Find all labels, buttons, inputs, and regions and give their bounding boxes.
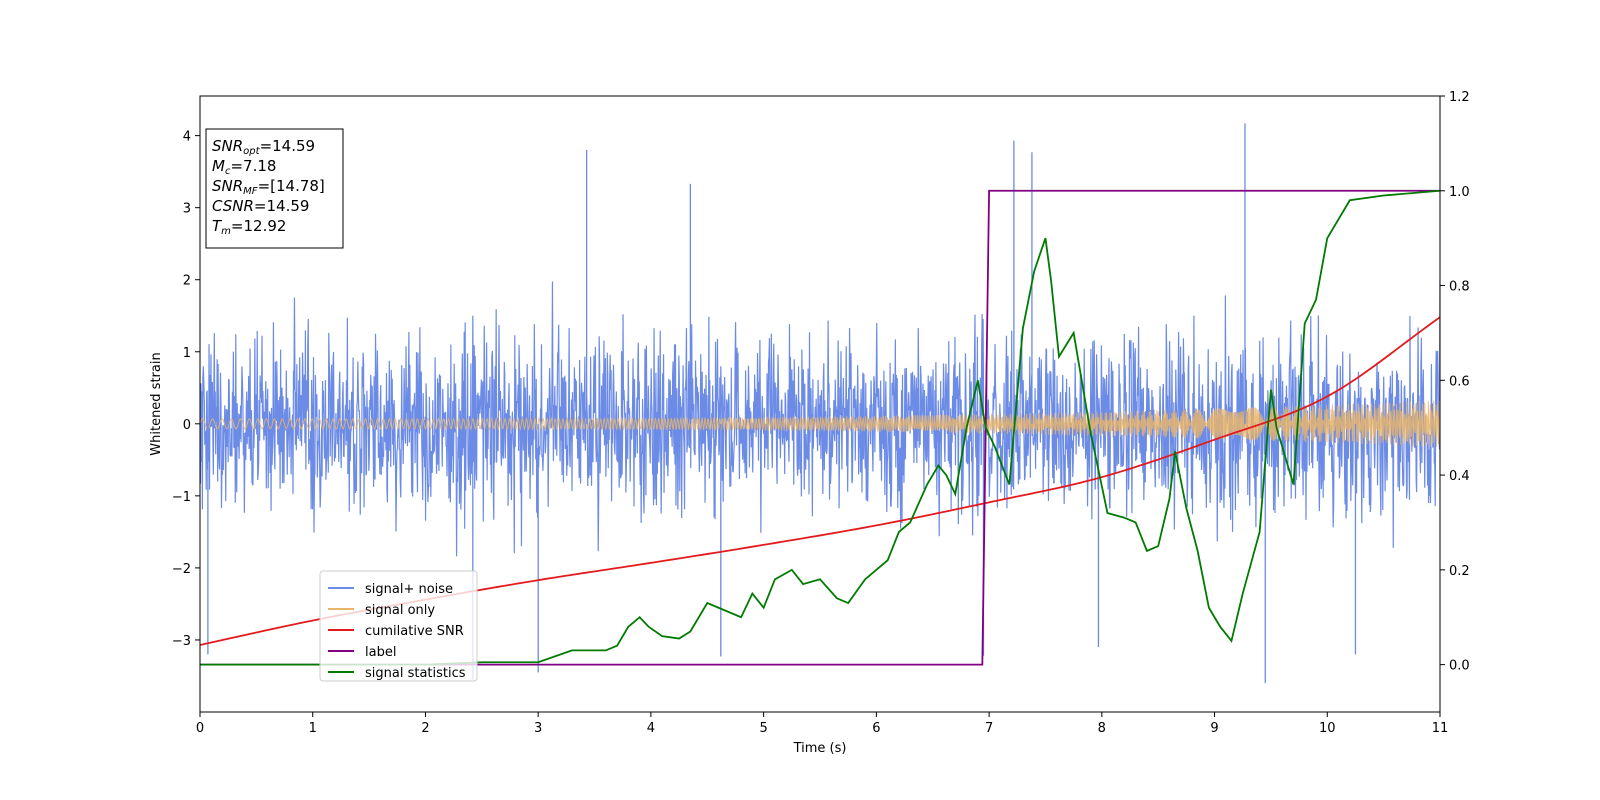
signal-noise-line — [200, 279, 1440, 557]
y-left-tick-label: −2 — [172, 562, 191, 577]
y-left-tick-label: 2 — [183, 274, 191, 289]
y-axis-right: 0.0 0.2 0.4 0.6 0.8 1.0 1.2 — [1440, 90, 1470, 674]
x-axis-label: Time (s) — [793, 741, 847, 756]
x-tick-label: 10 — [1319, 721, 1336, 736]
x-tick-label: 5 — [759, 721, 767, 736]
x-tick-label: 2 — [421, 721, 429, 736]
annotation-line: SNRMF=[14.78] — [212, 177, 325, 197]
y-right-tick-label: 0.2 — [1449, 564, 1470, 579]
y-left-tick-label: −3 — [172, 634, 191, 649]
signal-only-line — [200, 400, 1440, 448]
y-left-tick-label: 0 — [183, 418, 191, 433]
legend-label: label — [365, 645, 396, 660]
annotation-box: SNRopt=14.59Mc=7.18SNRMF=[14.78]CSNR=14.… — [205, 128, 344, 249]
y-left-tick-label: 1 — [183, 346, 191, 361]
x-tick-label: 8 — [1098, 721, 1106, 736]
plot-frame — [199, 95, 1441, 713]
y-axis-left: −3 −2 −1 0 1 2 3 4 — [172, 130, 200, 649]
x-tick-label: 7 — [985, 721, 993, 736]
x-tick-label: 0 — [196, 721, 204, 736]
legend-label: signal+ noise — [365, 582, 453, 597]
x-axis: 0 1 2 3 4 5 6 7 8 9 10 11 — [196, 712, 1448, 736]
legend-label: signal only — [365, 603, 435, 618]
signal-statistics-line — [200, 189, 1440, 666]
x-tick-label: 3 — [534, 721, 542, 736]
y-axis-label: Whitened strain — [149, 352, 164, 455]
y-left-tick-label: −1 — [172, 490, 191, 505]
x-tick-label: 11 — [1432, 721, 1449, 736]
x-tick-label: 1 — [309, 721, 317, 736]
x-tick-label: 6 — [872, 721, 880, 736]
annotation-frame — [205, 128, 344, 249]
x-tick-label: 4 — [647, 721, 655, 736]
annotation-line: Tm=12.92 — [212, 217, 286, 237]
y-right-tick-label: 0.0 — [1449, 659, 1470, 674]
y-right-tick-label: 0.8 — [1449, 280, 1470, 295]
y-left-tick-label: 3 — [183, 202, 191, 217]
legend-label: signal statistics — [365, 666, 466, 681]
x-tick-label: 9 — [1210, 721, 1218, 736]
y-left-tick-label: 4 — [183, 130, 191, 145]
legend: signal+ noise signal only cumilative SNR la… — [319, 570, 478, 682]
y-right-tick-label: 0.4 — [1449, 469, 1470, 484]
annotation-line: SNRopt=14.59 — [212, 137, 315, 157]
y-right-tick-label: 1.2 — [1449, 90, 1470, 105]
y-right-tick-label: 1.0 — [1449, 185, 1470, 200]
annotation-line: CSNR=14.59 — [212, 197, 309, 215]
legend-frame — [319, 570, 478, 682]
legend-label: cumilative SNR — [365, 624, 464, 639]
y-right-tick-label: 0.6 — [1449, 374, 1470, 389]
annotation-line: Mc=7.18 — [212, 157, 276, 177]
